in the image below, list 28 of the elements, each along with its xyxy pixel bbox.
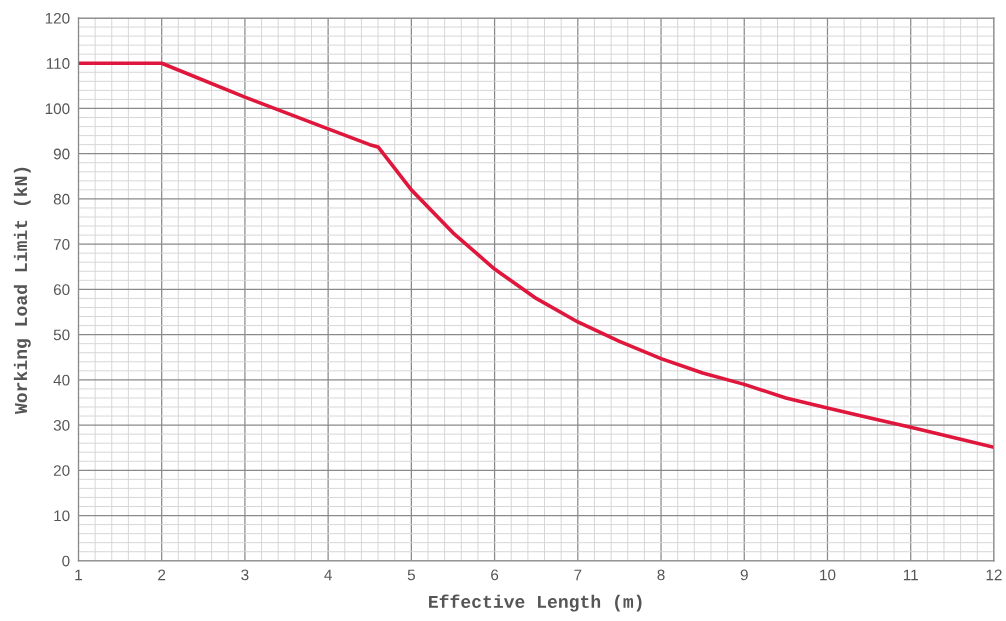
y-tick-label: 20 [53,465,70,476]
x-tick-label: 7 [574,569,582,581]
y-tick-label: 100 [45,103,70,115]
x-tick-label: 5 [407,569,415,581]
line-series [78,61,994,450]
y-tick-label: 30 [53,419,70,431]
y-tick-label: 110 [46,58,70,69]
y-tick-label: 50 [53,329,70,341]
x-tick-label: 3 [241,569,249,581]
y-axis-title: Working Load Limit (kN) [13,167,31,414]
x-tick-label: 10 [820,569,836,581]
y-tick-label: 40 [53,374,70,386]
x-tick-label: 4 [324,569,332,581]
y-tick-label: 90 [53,148,70,160]
y-tick-label: 10 [54,510,70,522]
x-tick-label: 9 [740,569,748,581]
x-tick-label: 1 [75,569,82,581]
x-tick-label: 11 [903,569,918,581]
x-tick-label: 8 [657,569,665,581]
y-tick-label: 80 [53,193,70,205]
y-tick-label: 60 [53,284,70,296]
x-tick-label: 6 [491,569,499,581]
y-tick-label: 120 [45,12,70,24]
x-axis-title: Effective Length (m) [429,594,642,612]
y-tick-label: 70 [53,239,70,250]
x-tick-label: 2 [158,569,166,581]
x-tick-label: 12 [986,569,1002,581]
y-tick-label: 0 [62,555,70,567]
